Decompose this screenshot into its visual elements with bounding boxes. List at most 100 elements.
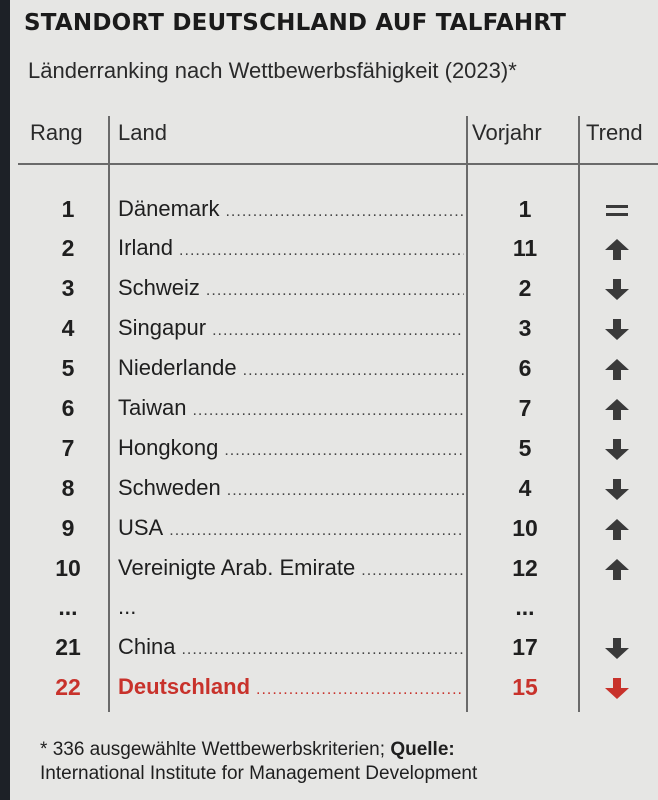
country-cell: Niederlande.............................… [118, 355, 464, 381]
footnote-source-label: Quelle: [390, 739, 455, 760]
previous-year-cell: 11 [512, 235, 538, 261]
table-row: 4 Singapur...............................… [10, 309, 658, 349]
arrow-up-icon [602, 235, 632, 263]
dot-leader: ........................................… [169, 522, 464, 539]
footnote: * 336 ausgewählte Wettbewerbskriterien; … [40, 738, 477, 786]
dot-leader: ........................................… [205, 282, 464, 299]
table-row: 10 Vereinigte Arab. Emirate..............… [10, 549, 658, 589]
rank-cell: 6 [61, 395, 75, 421]
rank-cell: 7 [61, 435, 75, 461]
column-divider-previous [466, 116, 468, 712]
dot-leader: ........................................… [192, 402, 464, 419]
country-cell: Taiwan..................................… [118, 395, 464, 421]
country-cell: Vereinigte Arab. Emirate................… [118, 555, 464, 581]
arrow-down-icon [602, 315, 632, 343]
arrow-up-icon [602, 355, 632, 383]
dot-leader: ........................................… [226, 482, 464, 499]
rank-cell: 4 [61, 315, 75, 341]
rank-cell: 5 [61, 355, 75, 381]
table-row-highlighted: 22 Deutschland...........................… [10, 668, 658, 708]
previous-year-cell: 3 [518, 315, 532, 341]
dot-leader: ........................................… [256, 681, 464, 698]
dot-leader: ........................................… [212, 322, 464, 339]
previous-year-cell: 5 [518, 435, 532, 461]
rank-cell: 9 [61, 515, 75, 541]
country-cell: Singapur................................… [118, 315, 464, 341]
table-row: 9 USA....................................… [10, 509, 658, 549]
equals-icon [602, 196, 632, 224]
country-name: USA [118, 515, 164, 540]
table-row: 6 Taiwan.................................… [10, 389, 658, 429]
previous-year-cell: 15 [512, 674, 538, 700]
country-cell: ... [118, 594, 464, 620]
dot-leader: ........................................… [224, 442, 464, 459]
country-cell: China...................................… [118, 634, 464, 660]
arrow-up-icon [602, 515, 632, 543]
country-cell: Irland..................................… [118, 235, 464, 261]
country-cell: Schweden................................… [118, 475, 464, 501]
header-previous: Vorjahr [472, 120, 542, 145]
country-name: ... [118, 594, 137, 619]
country-cell: Deutschland.............................… [118, 674, 464, 700]
dot-leader: ........................................… [242, 362, 464, 379]
previous-year-cell: 6 [518, 355, 532, 381]
rank-cell: 1 [61, 196, 75, 222]
footnote-marker: * [40, 739, 48, 760]
country-name: Niederlande [118, 355, 237, 380]
country-name: Dänemark [118, 196, 220, 221]
header-trend: Trend [586, 120, 643, 145]
rank-cell: 22 [55, 674, 81, 700]
country-name: Taiwan [118, 395, 187, 420]
header-rank: Rang [30, 120, 83, 145]
table-row: 5 Niederlande............................… [10, 349, 658, 389]
footnote-text: 336 ausgewählte Wettbewerbskriterien; [52, 739, 386, 760]
dot-leader: ........................................… [179, 242, 464, 259]
previous-year-cell: ... [515, 594, 535, 620]
country-cell: Schweiz.................................… [118, 275, 464, 301]
rank-cell: ... [58, 594, 78, 620]
column-divider-trend [578, 116, 580, 712]
table-row: 21 China.................................… [10, 628, 658, 668]
country-name: Hongkong [118, 435, 219, 460]
arrow-down-icon [602, 475, 632, 503]
table-row: 8 Schweden...............................… [10, 469, 658, 509]
table-row: 2 Irland.................................… [10, 229, 658, 269]
rank-cell: 10 [55, 555, 81, 581]
country-name: Schweden [118, 475, 221, 500]
arrow-down-icon [602, 634, 632, 662]
country-cell: Hongkong................................… [118, 435, 464, 461]
rank-cell: 2 [61, 235, 75, 261]
arrow-down-icon [602, 275, 632, 303]
rank-cell: 3 [61, 275, 75, 301]
table-row: 3 Schweiz................................… [10, 269, 658, 309]
arrow-down-icon [602, 674, 632, 702]
header-divider [18, 163, 658, 165]
country-name: Vereinigte Arab. Emirate [118, 555, 356, 580]
footnote-source: International Institute for Management D… [40, 763, 478, 784]
country-name: Deutschland [118, 674, 251, 699]
rank-cell: 8 [61, 475, 75, 501]
dot-leader: ........................................… [361, 562, 464, 579]
previous-year-cell: 1 [518, 196, 532, 222]
header-country: Land [118, 120, 167, 145]
table-row: 1 Dänemark...............................… [10, 190, 658, 230]
previous-year-cell: 7 [518, 395, 532, 421]
arrow-down-icon [602, 435, 632, 463]
dot-leader: ........................................… [225, 203, 464, 220]
country-name: Irland [118, 235, 174, 260]
country-name: Singapur [118, 315, 207, 340]
table-row: 7 Hongkong...............................… [10, 429, 658, 469]
previous-year-cell: 2 [518, 275, 532, 301]
dot-leader: ........................................… [181, 641, 464, 658]
previous-year-cell: 12 [512, 555, 538, 581]
arrow-up-icon [602, 395, 632, 423]
country-cell: Dänemark................................… [118, 196, 464, 222]
page-title: STANDORT DEUTSCHLAND AUF TALFAHRT [24, 10, 567, 36]
arrow-up-icon [602, 555, 632, 583]
country-name: Schweiz [118, 275, 200, 300]
previous-year-cell: 4 [518, 475, 532, 501]
rank-cell: 21 [55, 634, 81, 660]
column-divider-rank [108, 116, 110, 712]
country-cell: USA.....................................… [118, 515, 464, 541]
page-subtitle: Länderranking nach Wettbewerbsfähigkeit … [28, 58, 517, 83]
